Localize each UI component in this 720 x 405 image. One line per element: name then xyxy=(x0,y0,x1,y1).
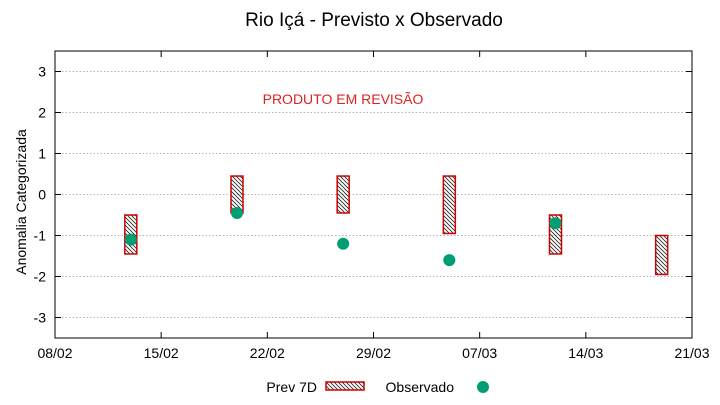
prev-7d-box xyxy=(336,175,350,214)
legend: Prev 7D Observado xyxy=(266,379,489,395)
y-tick-label: 1 xyxy=(38,146,46,162)
y-tick-label: 2 xyxy=(38,105,46,121)
grid xyxy=(55,71,692,318)
plot-frame xyxy=(54,50,693,339)
observado-point xyxy=(443,254,456,267)
y-tick-label: -1 xyxy=(34,228,47,244)
observado-series xyxy=(124,206,562,267)
x-tick-label: 22/02 xyxy=(250,345,285,361)
observado-point xyxy=(231,206,243,219)
y-tick-label: -2 xyxy=(34,269,47,285)
y-tick-label: -3 xyxy=(34,310,47,326)
y-tick-label: 3 xyxy=(38,64,46,80)
legend-label-observado: Observado xyxy=(386,379,455,395)
x-tick-label: 08/02 xyxy=(37,345,72,361)
observado-point xyxy=(124,233,137,246)
x-tick-label: 21/03 xyxy=(674,345,709,361)
prev-7d-series xyxy=(124,175,669,276)
y-tick-label: 0 xyxy=(38,187,46,203)
chart-title: Rio Içá - Previsto x Observado xyxy=(245,10,503,31)
x-tick-label: 07/03 xyxy=(462,345,497,361)
legend-label-prev-7d: Prev 7D xyxy=(266,379,317,395)
y-axis-label: Anomalia Categorizada xyxy=(13,129,29,275)
prev-7d-box xyxy=(654,234,669,276)
observado-point xyxy=(337,237,350,250)
chart-annotation: PRODUTO EM REVISÃO xyxy=(263,91,424,107)
axes: 3 2 1 0 -1 -2 -3 08/02 15/02 22/02 29/02 07/03 14/03… xyxy=(34,50,710,361)
legend-swatch-prev-7d xyxy=(325,381,365,391)
legend-marker-observado xyxy=(477,381,489,393)
prev-7d-box xyxy=(442,175,457,235)
x-tick-label: 29/02 xyxy=(356,345,391,361)
x-tick-label: 15/02 xyxy=(144,345,179,361)
x-tick-label: 14/03 xyxy=(568,345,603,361)
observado-point xyxy=(549,217,562,230)
